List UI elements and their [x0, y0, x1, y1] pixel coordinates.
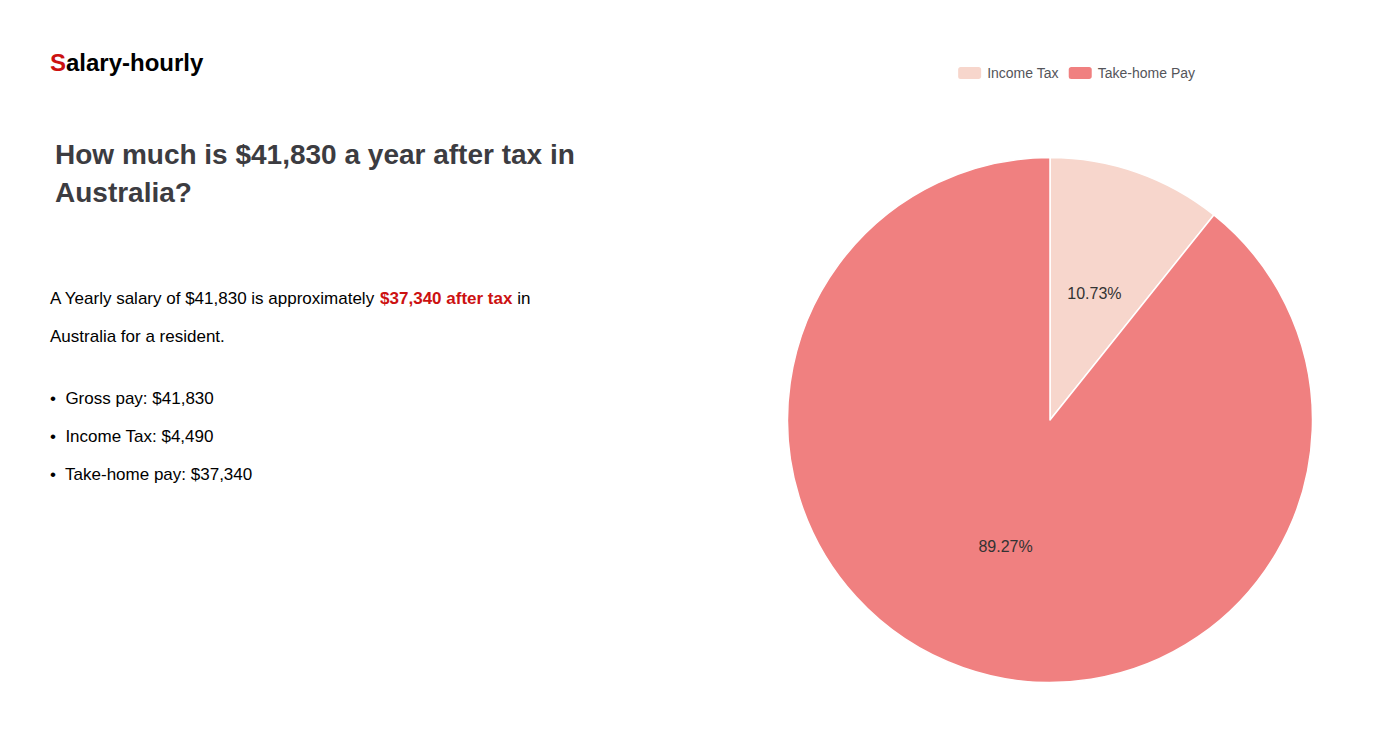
svg-text:• Gross pay: $41,830: • Gross pay: $41,830	[50, 389, 214, 408]
svg-text:• Take-home pay: $37,340: • Take-home pay: $37,340	[50, 465, 252, 484]
svg-text:S: S	[50, 49, 66, 76]
svg-text:How much is $41,830 a year aft: How much is $41,830 a year after tax in	[55, 139, 583, 170]
svg-text:Income Tax: Income Tax	[987, 65, 1058, 81]
svg-text:$37,340 after tax: $37,340 after tax	[380, 289, 513, 308]
svg-text:10.73%: 10.73%	[1067, 285, 1121, 302]
svg-text:Australia?: Australia?	[55, 177, 192, 208]
svg-text:• Income Tax: $4,490: • Income Tax: $4,490	[50, 427, 213, 446]
svg-text:in: in	[512, 289, 530, 308]
svg-text:Australia for a resident.: Australia for a resident.	[50, 327, 225, 346]
svg-text:A Yearly salary of $41,830 is: A Yearly salary of $41,830 is approximat…	[50, 289, 379, 308]
svg-text:Take-home Pay: Take-home Pay	[1098, 65, 1195, 81]
svg-text:alary-hourly: alary-hourly	[66, 49, 204, 76]
svg-text:89.27%: 89.27%	[978, 538, 1032, 555]
